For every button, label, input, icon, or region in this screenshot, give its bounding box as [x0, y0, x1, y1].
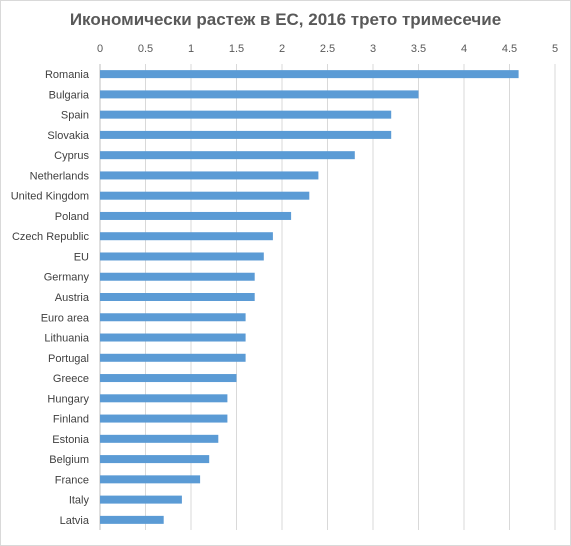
category-label: Belgium [49, 454, 89, 466]
x-tick-label: 1.5 [229, 43, 244, 55]
bar [100, 293, 255, 301]
bar [100, 495, 182, 504]
bar [100, 272, 255, 281]
bar [100, 475, 201, 484]
bar [100, 414, 228, 423]
chart-title: Икономически растеж в ЕС, 2016 трето три… [69, 10, 502, 29]
bar [100, 333, 246, 342]
x-tick-label: 4.5 [502, 43, 517, 55]
bar [100, 130, 392, 139]
category-label: Estonia [52, 434, 90, 446]
bar [100, 455, 210, 464]
category-label: Poland [55, 211, 89, 223]
category-label: Greece [53, 373, 89, 385]
category-label: Cyprus [54, 150, 89, 162]
category-label: France [55, 474, 89, 486]
gridlines [99, 64, 556, 530]
bar [100, 313, 246, 322]
x-tick-label: 0.5 [138, 43, 153, 55]
x-tick-label: 4 [461, 43, 467, 55]
x-tick-label: 0 [97, 43, 103, 55]
category-label: Romania [45, 69, 90, 81]
category-label: Hungary [47, 393, 89, 405]
category-label: Slovakia [47, 130, 89, 142]
x-axis-ticks: 0 0.5 1 1.5 2 2.5 3 3.5 4 4.5 5 [97, 43, 558, 55]
category-labels: Romania Bulgaria Spain Slovakia Cyprus Nether… [11, 69, 90, 527]
x-tick-label: 3 [370, 43, 376, 55]
category-label: Austria [55, 292, 90, 304]
bar [100, 171, 319, 180]
category-label: Bulgaria [49, 89, 90, 101]
bar [100, 191, 310, 200]
x-tick-label: 2.5 [320, 43, 335, 55]
bars [100, 70, 519, 524]
category-label: Finland [53, 414, 89, 426]
x-tick-label: 1 [188, 43, 194, 55]
category-label: Czech Republic [12, 231, 90, 243]
category-label: Spain [61, 110, 89, 122]
bar [100, 211, 292, 220]
x-tick-label: 3.5 [411, 43, 426, 55]
category-label: Lithuania [44, 333, 90, 345]
bar [100, 110, 392, 119]
x-tick-label: 5 [552, 43, 558, 55]
bar [100, 151, 355, 160]
category-label: EU [74, 251, 89, 263]
bar [100, 353, 246, 362]
category-label: Netherlands [30, 170, 90, 182]
category-label: United Kingdom [11, 191, 89, 203]
bar [100, 434, 219, 443]
bar [100, 90, 419, 99]
category-label: Euro area [41, 312, 90, 324]
bar [100, 70, 519, 79]
category-label: Portugal [48, 353, 89, 365]
category-label: Italy [69, 495, 90, 507]
bar [100, 232, 273, 241]
bar [100, 374, 237, 383]
category-label: Germany [44, 272, 90, 284]
bar [100, 515, 164, 524]
bar [100, 394, 228, 403]
bar [100, 252, 264, 261]
category-label: Latvia [60, 515, 90, 527]
x-tick-label: 2 [279, 43, 285, 55]
